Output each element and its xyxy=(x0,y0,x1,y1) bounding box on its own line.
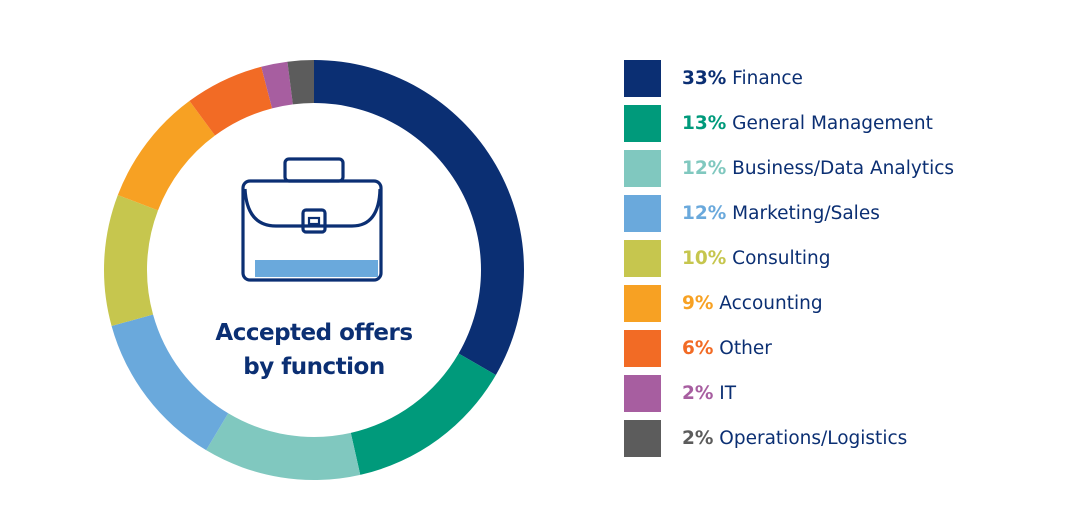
legend-label: 12% Marketing/Sales xyxy=(682,195,880,232)
legend-label: 6% Other xyxy=(682,330,772,367)
donut-slice-operations-logistics xyxy=(287,60,314,105)
legend-label: 10% Consulting xyxy=(682,240,831,277)
legend-swatch xyxy=(624,420,661,457)
legend-percent: 2% xyxy=(682,383,714,404)
donut-chart xyxy=(103,60,524,480)
legend-percent: 12% xyxy=(682,158,727,179)
legend-label: 2% IT xyxy=(682,375,736,412)
briefcase-icon xyxy=(241,157,383,282)
legend-percent: 2% xyxy=(682,428,714,449)
briefcase-stripe xyxy=(255,260,378,277)
chart-title-line-2: by function xyxy=(243,354,385,380)
legend-swatch xyxy=(624,240,661,277)
legend-category: Other xyxy=(713,338,772,359)
donut-slice-it xyxy=(261,61,293,109)
legend-label: 2% Operations/Logistics xyxy=(682,420,907,457)
donut-slice-general-management xyxy=(350,353,496,475)
legend-category: Marketing/Sales xyxy=(726,203,880,224)
donut-slice-accounting xyxy=(117,100,215,211)
legend-percent: 10% xyxy=(682,248,727,269)
legend-category: IT xyxy=(713,383,737,404)
legend-swatch xyxy=(624,105,661,142)
legend-label: 12% Business/Data Analytics xyxy=(682,150,954,187)
donut-ring xyxy=(103,60,524,480)
legend-category: Operations/Logistics xyxy=(713,428,908,449)
legend-label: 9% Accounting xyxy=(682,285,823,322)
legend-swatch xyxy=(624,285,661,322)
donut-slice-marketing-sales xyxy=(111,314,229,451)
legend-category: Consulting xyxy=(726,248,831,269)
legend-percent: 12% xyxy=(682,203,727,224)
donut-slice-business-data-analytics xyxy=(206,413,361,480)
legend-percent: 13% xyxy=(682,113,727,134)
legend-label: 33% Finance xyxy=(682,60,803,97)
legend-swatch xyxy=(624,195,661,232)
legend-percent: 9% xyxy=(682,293,714,314)
legend-swatch xyxy=(624,150,661,187)
legend-percent: 33% xyxy=(682,68,727,89)
donut-slice-consulting xyxy=(103,195,158,326)
legend-category: General Management xyxy=(726,113,933,134)
legend-percent: 6% xyxy=(682,338,714,359)
legend-swatch xyxy=(624,375,661,412)
legend-swatch xyxy=(624,60,661,97)
chart-title: Accepted offers by function xyxy=(164,316,464,384)
legend-category: Finance xyxy=(726,68,803,89)
chart-title-line-1: Accepted offers xyxy=(215,320,413,346)
legend-category: Accounting xyxy=(713,293,823,314)
legend-label: 13% General Management xyxy=(682,105,933,142)
donut-slice-other xyxy=(189,66,273,136)
legend-category: Business/Data Analytics xyxy=(726,158,955,179)
donut-slice-finance xyxy=(314,60,524,375)
legend-swatch xyxy=(624,330,661,367)
